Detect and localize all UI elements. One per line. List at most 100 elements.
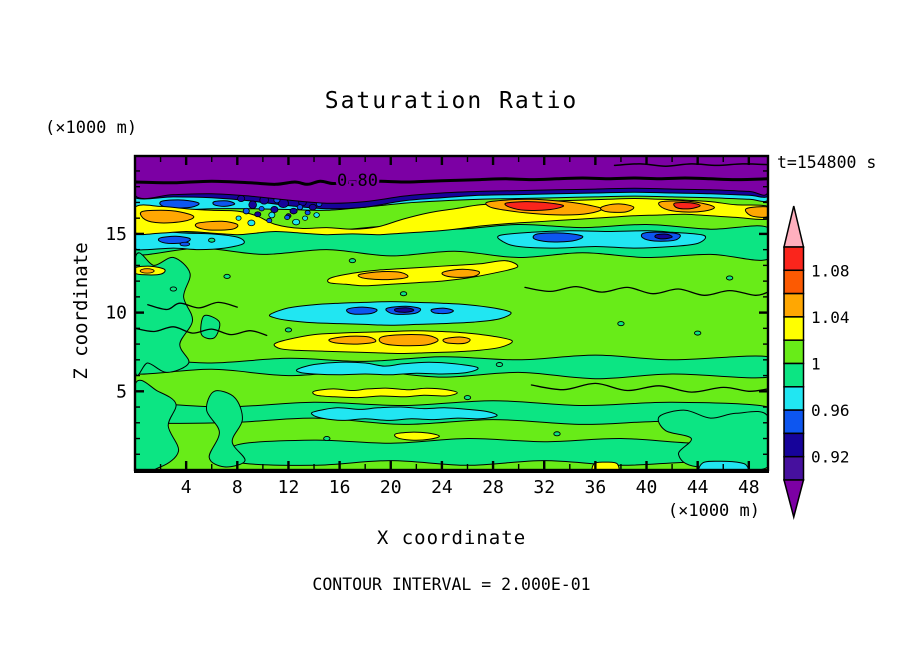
tiny-contour-dot xyxy=(694,330,702,336)
x-axis-unit-label: (×1000 m) xyxy=(667,501,760,521)
speckle xyxy=(235,215,242,221)
colorbar-segment-springgreen xyxy=(783,362,805,388)
contour-interval-note: CONTOUR INTERVAL = 2.000E-01 xyxy=(312,575,591,594)
navy-core-right2 xyxy=(654,233,673,240)
yellow-streak-h xyxy=(394,431,440,441)
colorbar-label: 1 xyxy=(811,355,821,374)
tiny-contour-dot xyxy=(725,275,734,281)
speckle xyxy=(248,200,257,209)
z-tick-label: 5 xyxy=(116,381,127,402)
wiggle-3 xyxy=(530,382,768,393)
sg-left-1 xyxy=(135,252,194,377)
x-tick-label: 4 xyxy=(181,477,192,498)
z-tick-label: 10 xyxy=(105,303,127,324)
time-annotation: t=154800 s xyxy=(777,153,877,172)
orange-od2 xyxy=(378,334,439,347)
tiny-contour-dot xyxy=(553,431,561,437)
cyan-streak-g xyxy=(310,406,498,421)
contour-thin-topright xyxy=(613,163,768,167)
orange-od3 xyxy=(442,336,471,345)
blue-mid-right xyxy=(532,232,584,243)
colorbar-segment-red xyxy=(783,246,805,272)
upper-blue-2 xyxy=(212,200,236,207)
wiggle-2 xyxy=(524,285,768,296)
orange-o6 xyxy=(744,206,768,218)
speckle xyxy=(266,217,273,224)
colorbar-segment-orangered xyxy=(783,269,805,295)
speckle xyxy=(304,210,311,216)
speckle xyxy=(302,215,309,221)
sg-left-4 xyxy=(200,314,221,340)
colorbar-segment-cyan xyxy=(783,386,805,411)
orange-od1 xyxy=(328,335,377,345)
page-title: Saturation Ratio xyxy=(324,88,579,114)
speckle xyxy=(139,268,155,274)
tiny-contour-dot xyxy=(348,258,357,264)
orange-o2 xyxy=(194,220,239,231)
speckle xyxy=(237,194,246,203)
speckle xyxy=(308,203,317,211)
speckle xyxy=(268,211,276,219)
orange-o1 xyxy=(139,209,195,224)
colorbar-segment-indigo xyxy=(783,455,805,481)
colorbar-arrow-bottom xyxy=(783,479,805,520)
wiggle-4 xyxy=(147,301,238,311)
yellow-streak-f xyxy=(312,387,458,399)
speckle xyxy=(313,212,320,218)
sg-left-2 xyxy=(135,379,180,470)
upper-blue-1 xyxy=(159,199,200,209)
orange-o4 xyxy=(599,203,635,213)
x-tick-label: 40 xyxy=(636,477,658,498)
colorbar: 1.08 1.04 1 0.96 0.92 xyxy=(783,205,850,520)
colorbar-label: 1.04 xyxy=(811,308,850,327)
contour-field: 0.80 xyxy=(135,156,768,470)
red-r1 xyxy=(504,201,564,211)
z-axis-unit-label: (×1000 m) xyxy=(45,118,138,138)
x-axis-label: X coordinate xyxy=(376,527,527,549)
tiny-contour-dot xyxy=(208,237,216,243)
x-tick-label: 32 xyxy=(533,477,555,498)
contour-0.80-line xyxy=(135,176,768,186)
colorbar-label: 0.92 xyxy=(811,448,850,467)
tiny-contour-dot xyxy=(495,362,504,368)
cyan-bottom-tiny xyxy=(698,460,751,470)
x-tick-label: 48 xyxy=(738,477,760,498)
tiny-contour-dot xyxy=(284,327,293,333)
tiny-contour-dot xyxy=(323,436,331,442)
blue-bb1 xyxy=(346,306,378,315)
x-tick-label: 16 xyxy=(329,477,351,498)
colorbar-label: 1.08 xyxy=(811,261,850,280)
x-tick-label: 20 xyxy=(380,477,402,498)
speckle xyxy=(296,204,304,211)
z-tick-label: 15 xyxy=(105,224,127,245)
colorbar-segment-orange xyxy=(783,292,805,318)
speckle xyxy=(258,206,265,212)
blue-bb3 xyxy=(430,307,454,315)
speckle xyxy=(242,207,250,215)
contour-value-label: 0.80 xyxy=(337,171,378,191)
speckle xyxy=(292,218,301,226)
x-tick-label: 8 xyxy=(232,477,243,498)
colorbar-segment-blue xyxy=(783,409,805,435)
speckle xyxy=(270,205,279,214)
speckle xyxy=(284,214,291,220)
tiny-contour-dot xyxy=(169,286,178,292)
speckle xyxy=(247,219,256,227)
x-tick-label: 28 xyxy=(482,477,504,498)
orange-ob1 xyxy=(357,271,409,281)
tiny-contour-dot xyxy=(399,291,408,297)
tiny-contour-dot xyxy=(617,321,625,327)
speckle xyxy=(254,211,262,218)
tiny-contour-dot xyxy=(463,395,472,401)
colorbar-segment-navy xyxy=(783,432,805,458)
colorbar-segment-yellow xyxy=(783,316,805,341)
sg-bottom-band xyxy=(227,437,768,469)
x-tick-label: 12 xyxy=(278,477,300,498)
x-tick-label: 36 xyxy=(585,477,607,498)
colorbar-segment-green xyxy=(783,339,805,365)
tiny-contour-dot xyxy=(223,273,231,279)
cyan-streak-e xyxy=(295,361,479,376)
